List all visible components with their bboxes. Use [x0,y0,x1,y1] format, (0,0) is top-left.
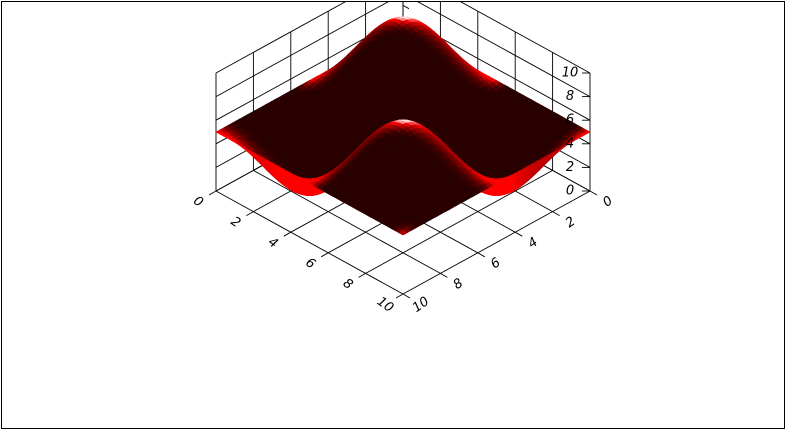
z-minor-tick [402,5,410,10]
z-tick-label: 4 [566,136,574,151]
x-tick-label: 0 [190,193,205,210]
x-tick-mark [283,231,292,237]
y-tick-mark [477,252,486,258]
y-tick-mark [552,211,560,216]
z-tick-label: 6 [566,113,574,128]
grid-line [215,190,404,295]
y-tick-label: 2 [563,214,578,231]
x-tick-label: 6 [303,255,318,272]
x-tick-mark [320,252,329,258]
y-tick-label: 6 [488,255,503,272]
grid-line [215,2,346,74]
grid-line [460,2,591,74]
x-tick-mark [358,273,366,278]
y-tick-label: 8 [451,276,466,293]
x-tick-label: 2 [228,214,243,231]
y-tick-mark [440,273,448,278]
z-tick-label: 10 [562,66,579,81]
x-tick-mark [395,293,404,299]
x-tick-label: 10 [374,294,396,316]
grid-line [402,190,591,295]
grid-line [365,170,553,274]
x-tick-mark [246,211,254,216]
z-tick-label: 8 [566,89,574,104]
y-tick-mark [514,231,523,237]
z-tick-label: 2 [566,160,574,175]
y-tick-mark [402,293,411,299]
grid-line [215,2,389,97]
x-tick-label: 4 [265,235,280,252]
y-tick-label: 10 [410,294,432,316]
grid-line [417,2,591,97]
z-tick-label: 0 [566,184,574,199]
grid-floor [208,72,598,299]
surface-mesh [215,16,591,236]
x-tick-label: 8 [340,276,355,293]
y-tick-label: 4 [526,235,541,252]
y-tick-mark [589,190,598,196]
x-tick-mark [208,190,217,196]
y-tick-label: 0 [600,193,615,210]
grid-line [253,170,441,274]
surface-patch [398,229,408,236]
